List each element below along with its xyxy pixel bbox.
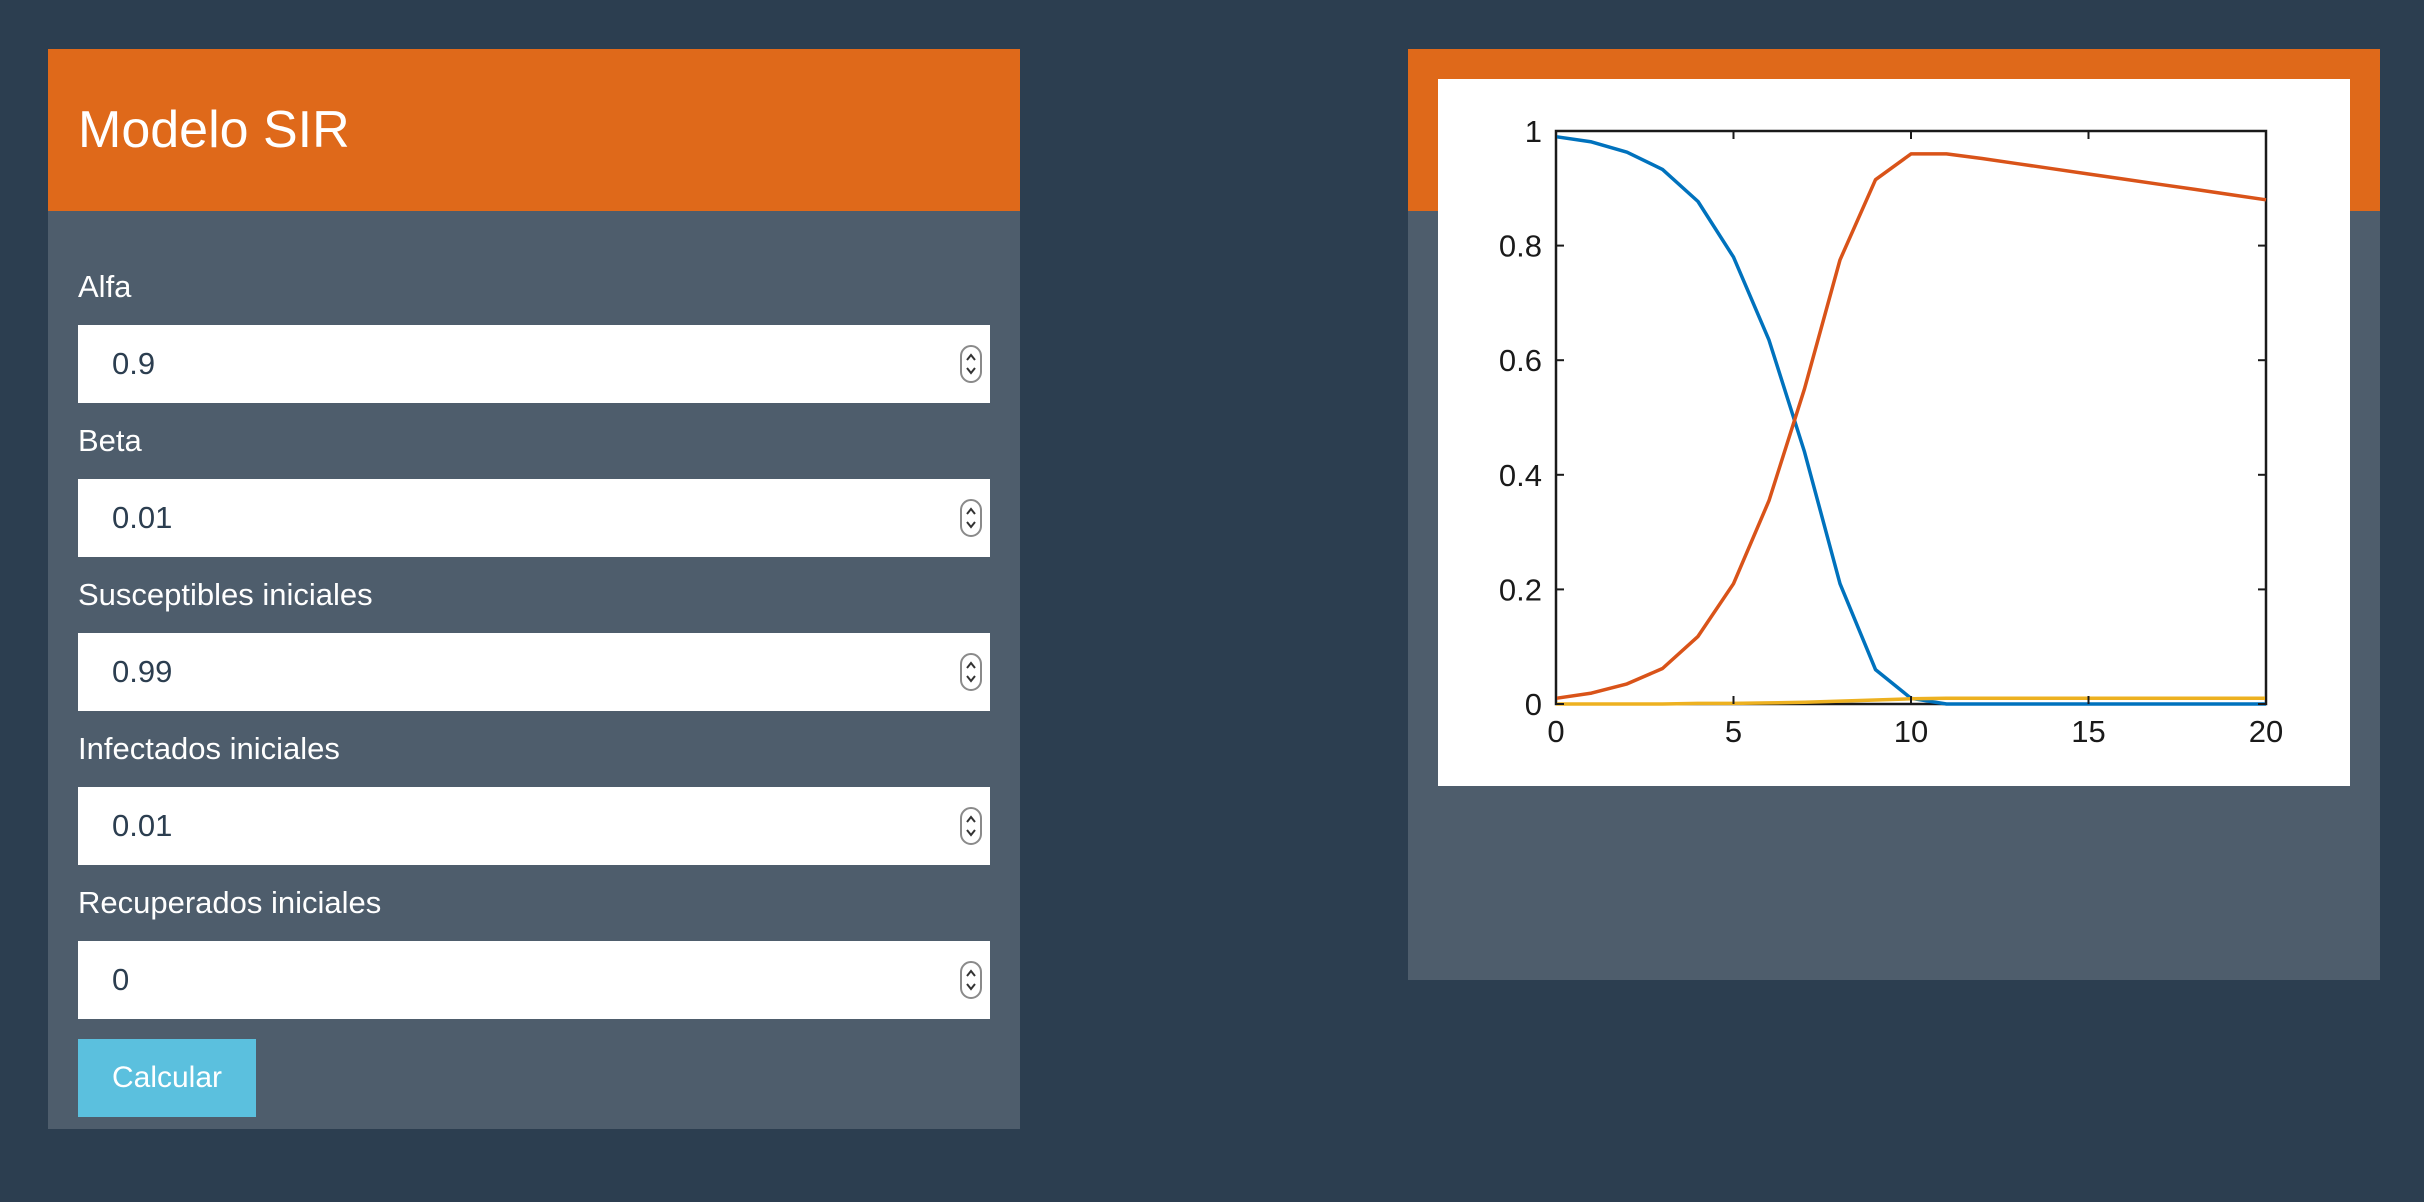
recuperados-input[interactable]	[78, 941, 990, 1019]
up-down-arrows-icon	[966, 969, 976, 991]
form-panel-title: Modelo SIR	[48, 49, 1020, 211]
form-panel-body: Alfa Beta Susceptibles iniciales Infecta…	[48, 211, 1020, 1117]
x-tick-label: 20	[2249, 714, 2283, 749]
plot-axes-box	[1554, 129, 2268, 706]
y-tick-label: 0	[1525, 687, 1542, 722]
alfa-spinner[interactable]	[960, 345, 982, 383]
x-tick-label: 0	[1547, 714, 1564, 749]
up-down-arrows-icon	[966, 815, 976, 837]
series-line-I	[1555, 152, 2267, 701]
infectados-spinner[interactable]	[960, 807, 982, 845]
x-tick-label: 15	[2071, 714, 2105, 749]
infectados-input[interactable]	[78, 787, 990, 865]
x-tick-label: 10	[1894, 714, 1928, 749]
up-down-arrows-icon	[966, 661, 976, 683]
y-tick-label: 0.8	[1499, 229, 1542, 264]
y-tick-label: 0.6	[1499, 343, 1542, 378]
alfa-label: Alfa	[78, 269, 132, 304]
alfa-input-wrapper	[78, 325, 990, 403]
sir-line-chart: 0 5 10 15 20 0 0.2 0.4 0.6 0.8 1	[1499, 114, 2283, 749]
y-tick-label: 0.2	[1499, 572, 1542, 607]
sir-form-panel: Modelo SIR Alfa Beta Susceptibles inicia…	[48, 49, 1020, 1129]
beta-input-wrapper	[78, 479, 990, 557]
susceptibles-spinner[interactable]	[960, 653, 982, 691]
susceptibles-label: Susceptibles iniciales	[78, 577, 373, 612]
infectados-input-wrapper	[78, 787, 990, 865]
calcular-button[interactable]: Calcular	[78, 1039, 256, 1117]
alfa-input[interactable]	[78, 325, 990, 403]
recuperados-label: Recuperados iniciales	[78, 885, 382, 920]
y-tick-label: 1	[1525, 114, 1542, 149]
recuperados-input-wrapper	[78, 941, 990, 1019]
y-tick-label: 0.4	[1499, 458, 1542, 493]
up-down-arrows-icon	[966, 507, 976, 529]
chart-image: 0 5 10 15 20 0 0.2 0.4 0.6 0.8 1	[1438, 79, 2350, 786]
x-tick-label: 5	[1725, 714, 1742, 749]
infectados-label: Infectados iniciales	[78, 731, 340, 766]
susceptibles-input-wrapper	[78, 633, 990, 711]
recuperados-spinner[interactable]	[960, 961, 982, 999]
susceptibles-input[interactable]	[78, 633, 990, 711]
beta-label: Beta	[78, 423, 142, 458]
beta-spinner[interactable]	[960, 499, 982, 537]
up-down-arrows-icon	[966, 353, 976, 375]
beta-input[interactable]	[78, 479, 990, 557]
series-line-S	[1555, 134, 2266, 706]
